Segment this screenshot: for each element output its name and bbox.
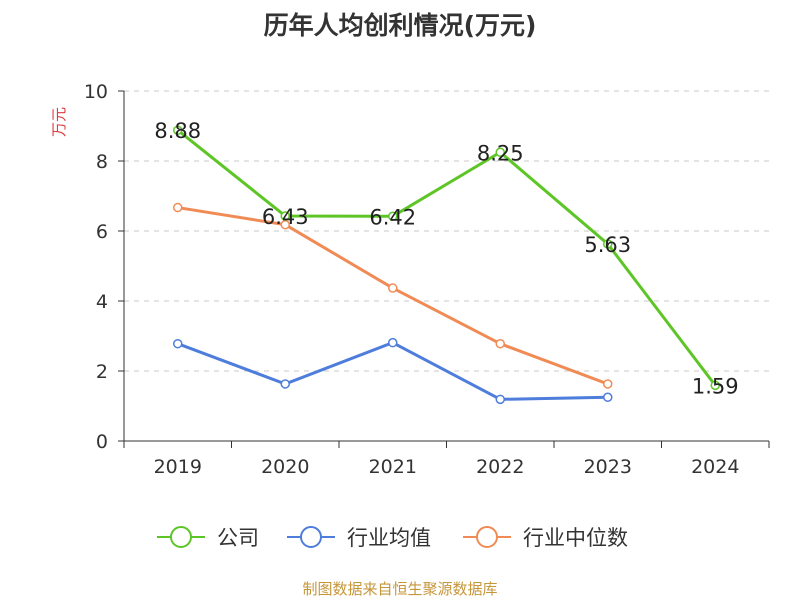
data-point: [388, 211, 398, 222]
legend-marker: [170, 526, 192, 548]
x-tick-label: 2022: [476, 456, 524, 478]
chart-title: 历年人均创利情况(万元): [263, 11, 537, 40]
data-point: [280, 379, 290, 389]
data-label: 1.59: [692, 374, 739, 398]
data-point: [173, 125, 183, 135]
data-label: 6.43: [262, 205, 309, 229]
series-line: [176, 129, 717, 387]
y-tick-label: 6: [96, 221, 108, 243]
data-label: 6.42: [369, 205, 416, 229]
legend-label: 公司: [217, 526, 259, 550]
data-point: [603, 392, 613, 402]
legend-marker: [300, 526, 322, 548]
data-point: [710, 380, 720, 391]
legend-label: 行业中位数: [523, 526, 628, 550]
x-tick-label: 2020: [261, 456, 309, 478]
data-label: 5.63: [584, 233, 631, 257]
data-point: [388, 337, 398, 348]
y-tick-label: 2: [96, 361, 108, 383]
data-point: [495, 394, 505, 405]
x-tick-label: 2021: [369, 456, 417, 478]
legend-label: 行业均值: [347, 526, 431, 550]
data-point: [495, 147, 505, 157]
y-tick-label: 0: [96, 431, 108, 453]
y-tick-label: 8: [96, 151, 108, 173]
y-tick-label: 10: [84, 81, 108, 103]
data-point: [603, 239, 613, 249]
data-point: [495, 338, 505, 349]
x-tick-label: 2019: [154, 456, 202, 478]
y-axis-label: 万元: [50, 107, 68, 137]
series-line: [177, 206, 609, 386]
data-point: [280, 211, 290, 221]
y-tick-label: 4: [96, 291, 108, 313]
x-tick-label: 2024: [691, 456, 739, 478]
data-label: 8.25: [477, 141, 524, 165]
data-point: [603, 379, 613, 389]
data-point: [173, 338, 183, 349]
data-label: 8.88: [154, 119, 201, 143]
series-line: [177, 341, 608, 401]
source-note: 制图数据来自恒生聚源数据库: [302, 580, 498, 598]
x-tick-label: 2023: [584, 456, 632, 478]
data-point: [173, 202, 183, 213]
data-point: [388, 283, 398, 293]
legend-marker: [476, 526, 498, 548]
